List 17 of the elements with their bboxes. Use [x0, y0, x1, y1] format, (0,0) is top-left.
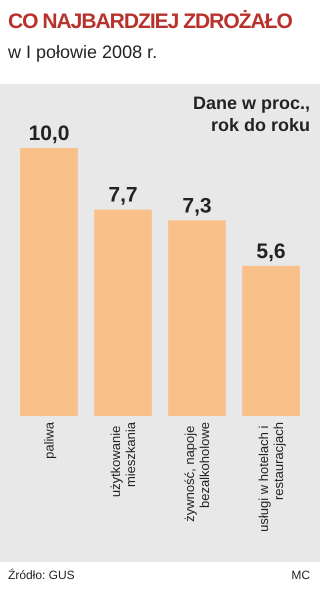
x-tick-label: paliwa — [42, 421, 56, 459]
chart-subtitle: w I połowie 2008 r. — [8, 42, 158, 63]
bar — [94, 210, 152, 416]
x-tick-label: usługi w hotelach i restauracjach — [256, 422, 286, 532]
x-tick-label: żywność, napoje bezalkoholowe — [182, 422, 212, 522]
bar — [242, 266, 300, 416]
x-tick-label: użytkowanie mieszkania — [108, 421, 138, 498]
data-label: 7,3 — [182, 194, 212, 218]
data-label: 7,7 — [108, 184, 138, 207]
data-label: 10,0 — [28, 122, 70, 145]
bar — [168, 220, 226, 416]
bar — [20, 148, 78, 416]
text: Źródło: GUS — [8, 568, 75, 582]
text: MC — [291, 568, 310, 582]
chart-title: CO NAJBARDZIEJ ZDROŻAŁO — [8, 10, 292, 34]
text: Dane w proc., rok do roku — [192, 92, 310, 136]
data-label: 5,6 — [256, 240, 286, 263]
